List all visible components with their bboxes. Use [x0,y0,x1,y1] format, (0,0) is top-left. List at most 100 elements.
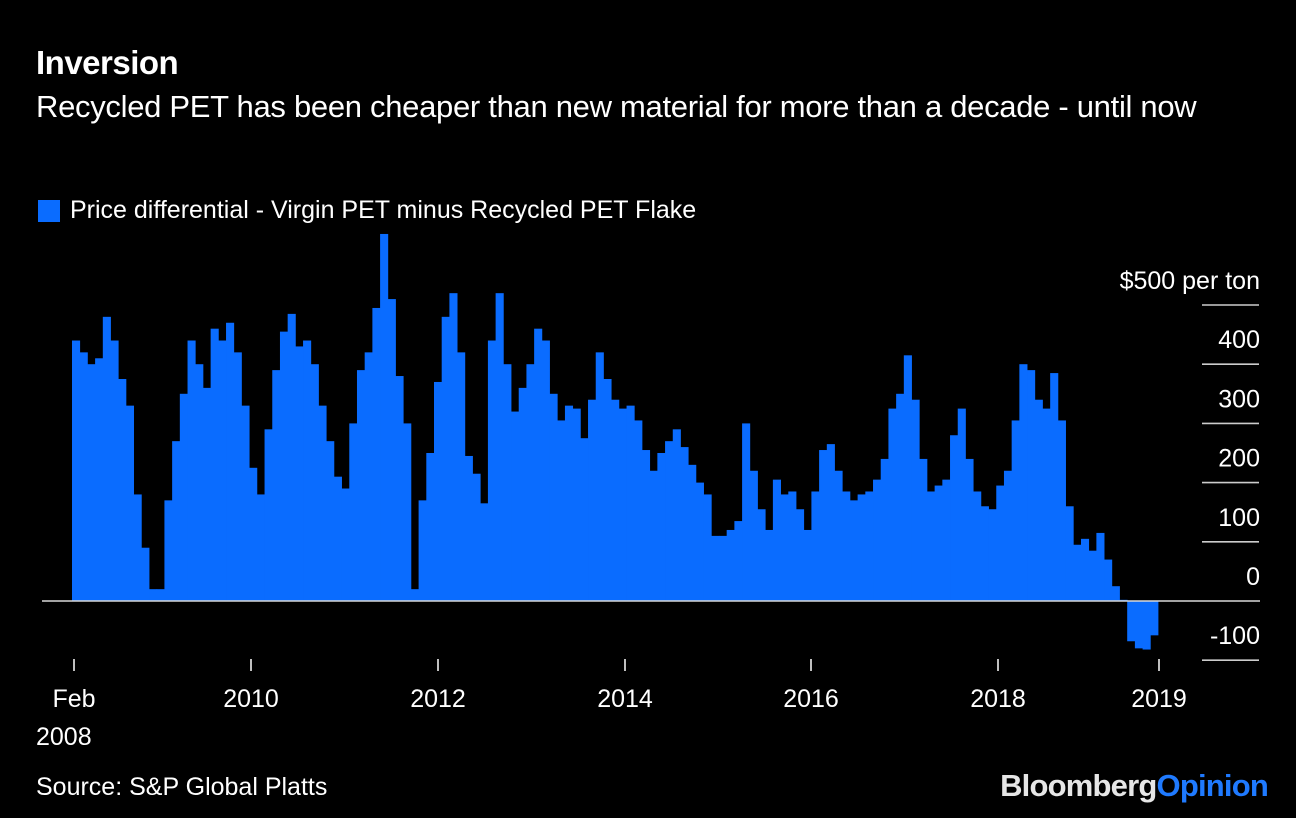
bar [541,340,550,601]
y-tick-label: $500 per ton [1120,267,1260,295]
bar [1019,364,1028,601]
bar [156,589,165,601]
bar [341,488,350,601]
bar [133,494,142,601]
bar [950,435,959,601]
y-tick-label: -100 [1210,622,1260,650]
bar [1011,420,1020,601]
bar [942,479,951,601]
bar [849,500,859,601]
bar [1111,586,1120,601]
bar [772,479,781,601]
bar [796,509,805,601]
bar [1050,373,1059,601]
brand-logo-bloomberg: Bloomberg [1000,768,1157,803]
source-note: Source: S&P Global Platts [36,773,328,801]
bar [626,405,635,601]
bar [1003,470,1013,601]
bar [79,352,88,601]
bar [410,589,419,601]
bar [125,405,135,601]
bar [518,387,527,601]
bar [1065,506,1074,601]
bar [233,352,242,601]
bar [726,529,735,601]
bar [857,494,866,601]
bar [703,494,712,601]
bar [387,299,396,601]
gridlines-group [42,304,1260,662]
bar [734,521,743,601]
bar [957,408,966,601]
bar [1134,601,1143,649]
bar [1034,399,1043,601]
bar [303,340,312,601]
bar [680,447,689,601]
bar [72,340,81,601]
bar [780,494,789,601]
bar [903,355,912,601]
bar [672,429,681,601]
bar [1027,370,1036,601]
bar [457,352,466,601]
bar [426,453,435,601]
y-tick-label: 200 [1218,445,1260,473]
bar [472,473,481,601]
bar [657,453,666,601]
bar [264,429,273,601]
bar [1104,559,1113,601]
bar [511,411,520,601]
legend-label: Price differential - Virgin PET minus Re… [70,196,697,224]
bar [934,485,943,601]
bar [919,458,928,601]
bar [842,491,851,601]
bar [87,364,96,601]
bar [395,376,404,601]
bar [149,589,158,601]
x-tick-label: 2016 [783,685,839,713]
bar [641,450,651,601]
bar [819,450,828,601]
bar [287,313,296,601]
bar [495,293,504,601]
bar [202,387,212,601]
bar [665,441,674,601]
bar [896,393,905,601]
bar [788,491,797,601]
bar [295,346,304,601]
bar [1150,601,1159,636]
bar [718,535,728,601]
bar [572,408,581,601]
bar [649,470,658,601]
bar [1042,408,1051,601]
bar [826,444,835,601]
bars-group [72,233,1159,650]
bar [349,423,358,601]
bar [164,500,173,601]
bar [403,423,412,601]
bar [441,316,450,601]
bar [380,233,389,601]
brand-logo: BloombergOpinion [1000,768,1269,804]
bar [603,379,612,601]
y-tick-label: 400 [1218,326,1260,354]
bar [888,408,897,601]
x-tick-label: 2010 [223,685,279,713]
bar [834,470,843,601]
bar [634,420,643,601]
bar [487,340,497,601]
x-tick-label: 2018 [970,685,1026,713]
x-tick-label: Feb [52,685,95,713]
bar [187,340,196,601]
bar [688,464,697,601]
bar [333,476,342,601]
bar [588,399,597,601]
bar [1142,601,1151,650]
bar [356,370,366,601]
bar [911,399,920,601]
bar [749,470,758,601]
bar [973,491,982,601]
bar [534,328,543,601]
bar [1057,420,1066,601]
